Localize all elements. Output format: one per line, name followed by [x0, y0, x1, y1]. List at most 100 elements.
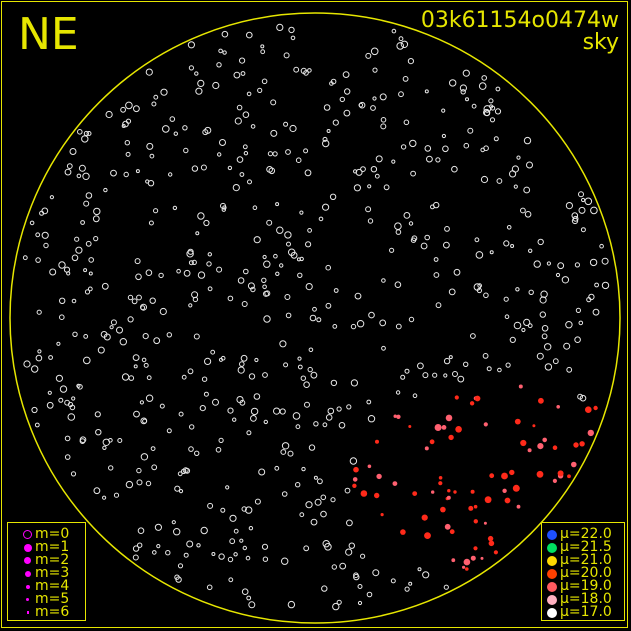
catalog-star-marker [574, 336, 581, 344]
catalog-star-marker [110, 319, 117, 326]
bright-sky-marker [470, 489, 475, 494]
catalog-star-marker [389, 247, 395, 253]
catalog-star-marker [248, 601, 256, 609]
catalog-star-marker [233, 552, 238, 557]
catalog-star-marker [409, 139, 417, 148]
catalog-star-marker [314, 498, 322, 506]
catalog-star-marker [443, 357, 451, 365]
bright-sky-marker [462, 565, 466, 569]
catalog-star-marker [312, 306, 317, 312]
catalog-star-marker [135, 169, 140, 174]
catalog-star-marker [503, 296, 509, 302]
catalog-star-marker [329, 193, 337, 201]
catalog-star-marker [248, 373, 256, 380]
catalog-star-marker [245, 555, 251, 561]
catalog-star-marker [85, 192, 93, 199]
catalog-star-marker [143, 362, 149, 368]
catalog-star-marker [482, 353, 489, 359]
catalog-star-marker [243, 151, 249, 156]
catalog-star-marker [187, 368, 194, 375]
catalog-star-marker [151, 101, 157, 107]
catalog-star-marker [504, 314, 510, 320]
bright-sky-marker [396, 414, 401, 419]
catalog-star-marker [47, 390, 52, 395]
catalog-star-marker [380, 123, 387, 130]
catalog-star-marker [207, 252, 213, 257]
catalog-star-marker [75, 246, 83, 254]
catalog-star-marker [80, 220, 85, 225]
catalog-star-marker [101, 282, 109, 290]
catalog-star-marker [246, 430, 252, 436]
catalog-star-marker [441, 133, 446, 139]
catalog-star-marker [470, 333, 476, 339]
catalog-star-marker [250, 415, 257, 422]
dot-marker-icon [25, 570, 31, 577]
catalog-star-marker [199, 405, 206, 412]
catalog-star-marker [288, 248, 296, 256]
catalog-star-marker [232, 184, 240, 192]
catalog-star-marker [353, 572, 359, 579]
bright-sky-marker [593, 405, 598, 411]
bright-sky-marker [449, 529, 455, 535]
catalog-star-marker [76, 173, 82, 179]
legend-row: μ=20.0 [542, 566, 612, 580]
catalog-star-marker [366, 399, 372, 405]
catalog-star-marker [594, 282, 599, 288]
catalog-star-marker [187, 248, 194, 255]
bright-sky-marker [512, 484, 520, 492]
catalog-star-marker [83, 334, 89, 339]
catalog-star-marker [270, 129, 278, 137]
catalog-star-marker [102, 445, 107, 450]
catalog-star-marker [433, 257, 439, 262]
bright-sky-marker [484, 496, 492, 504]
catalog-star-marker [422, 372, 429, 379]
catalog-star-marker [71, 396, 76, 401]
catalog-star-marker [72, 331, 78, 337]
bright-sky-marker [446, 495, 451, 500]
catalog-star-marker [232, 417, 237, 422]
catalog-star-marker [66, 271, 71, 276]
catalog-star-marker [262, 284, 267, 290]
sky-brightness-legend: μ=22.0 μ=21.5 μ=21.0 μ=20.0 μ=19.0 μ=18.… [541, 522, 625, 621]
catalog-star-marker [262, 254, 267, 260]
catalog-star-marker [480, 175, 489, 184]
catalog-star-marker [317, 478, 323, 485]
catalog-star-marker [197, 212, 205, 220]
catalog-star-marker [196, 543, 201, 548]
bright-sky-marker [465, 567, 469, 571]
catalog-star-marker [275, 271, 280, 276]
catalog-star-marker [34, 422, 40, 428]
catalog-star-marker [116, 326, 123, 334]
catalog-star-marker [216, 266, 223, 273]
catalog-star-marker [43, 242, 49, 249]
catalog-star-marker [284, 231, 292, 239]
catalog-star-marker [299, 512, 305, 518]
catalog-star-marker [394, 281, 402, 289]
catalog-star-marker [142, 333, 149, 340]
catalog-star-marker [246, 595, 252, 601]
bright-sky-marker [532, 424, 536, 428]
catalog-star-marker [493, 136, 499, 142]
bright-sky-marker [520, 439, 527, 447]
catalog-star-marker [426, 155, 433, 163]
catalog-star-marker [250, 407, 259, 416]
catalog-star-marker [513, 184, 518, 189]
catalog-star-marker [222, 50, 227, 55]
catalog-star-marker [516, 155, 521, 160]
legend-row: m=2 [8, 553, 69, 567]
catalog-star-marker [441, 108, 446, 113]
catalog-star-marker [390, 578, 396, 584]
catalog-star-marker [407, 58, 414, 65]
catalog-star-marker [94, 411, 101, 418]
catalog-star-marker [305, 241, 312, 248]
catalog-star-marker [408, 221, 414, 226]
catalog-star-marker [173, 528, 181, 536]
bright-sky-marker [585, 406, 592, 414]
bright-sky-marker [360, 490, 368, 497]
catalog-star-marker [590, 206, 598, 215]
catalog-star-marker [571, 217, 579, 225]
catalog-star-marker [420, 242, 428, 250]
catalog-star-marker [433, 272, 440, 278]
catalog-star-marker [58, 261, 66, 269]
catalog-star-marker [313, 475, 318, 480]
